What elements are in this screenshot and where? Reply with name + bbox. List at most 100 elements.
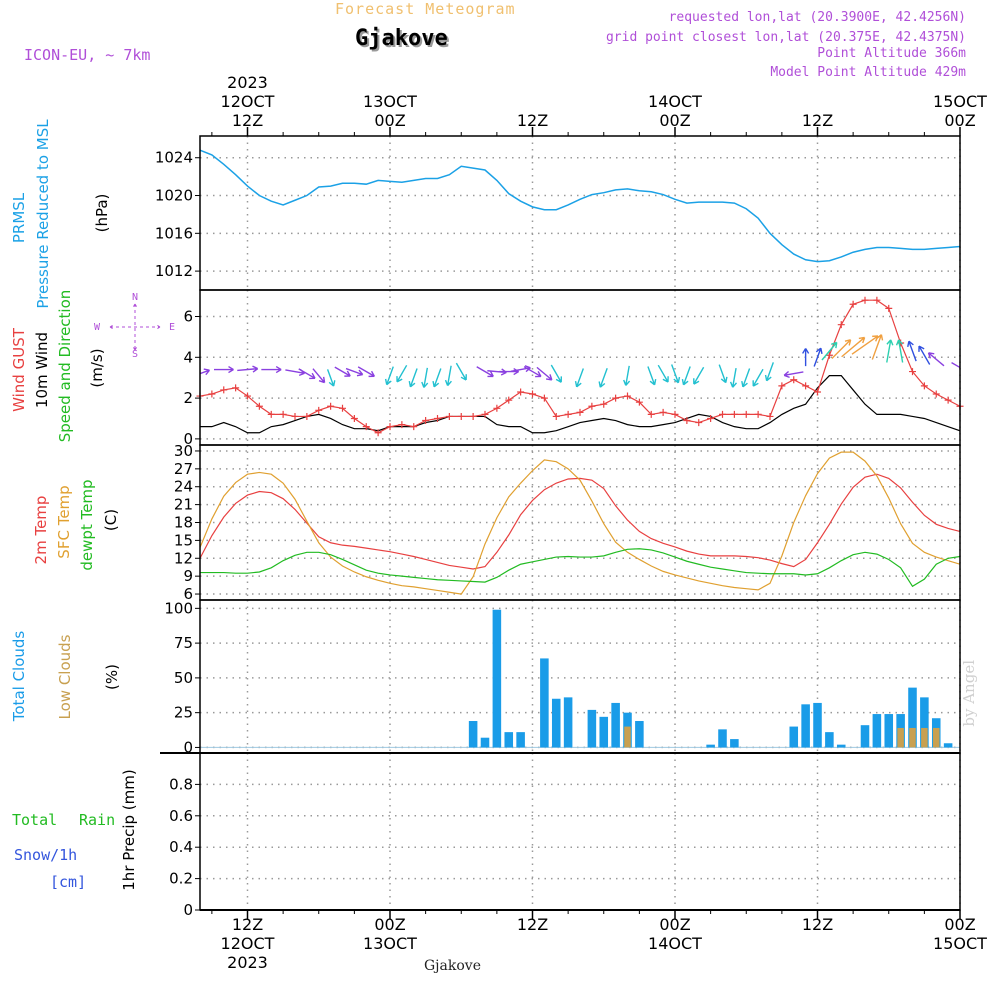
wind-gust-marker [837,321,845,329]
wind-10m-label: 10m Wind [33,332,51,408]
compass-west: W [94,322,101,333]
wind-gust-marker [434,414,441,422]
clouds-ytick-label: 100 [164,599,193,617]
pressure-frame [199,135,961,291]
temperature-ytick-label: 24 [174,478,193,496]
wind-gust-marker [303,412,311,420]
wind-barb [671,364,681,384]
precipitation-ytick-label: 0.6 [169,807,193,825]
low-cloud-bar [897,727,904,748]
wind-barb [951,362,960,369]
wind-barb [623,365,631,386]
wind-gust-marker [825,351,833,359]
wind-frame [199,289,961,446]
title-label: Forecast Meteogram [335,0,516,18]
precip-unit-label: 1hr Precip (mm) [120,769,138,890]
wind-gust-marker [920,382,928,390]
wind-barb [345,367,364,377]
wind-barb [927,352,945,367]
wind-barb [964,363,979,376]
wind-barb [729,367,738,388]
low-cloud-bar [921,727,928,748]
temperature-ytick-label: 6 [183,585,193,603]
wind-barb [886,339,894,363]
pressure-ytick-label: 1012 [155,262,193,280]
precipitation-ytick-label: 0.2 [169,870,193,888]
total-cloud-bar [492,609,502,748]
time-bottom-label: 12Z [517,915,548,934]
wind-barb [444,365,452,387]
wind-barb [647,366,657,386]
wind-barb [598,367,608,388]
time-bottom-label: 12OCT [221,934,275,953]
time-bottom-label: 12Z [232,915,263,934]
time-bottom-label: 00Z [944,915,975,934]
wind-barb [841,336,866,358]
total-cloud-bar [943,743,953,748]
wind-gust-marker [802,382,810,390]
clouds-bars-group [468,609,1000,748]
wind-gust-marker [695,419,703,427]
model-altitude: Model Point Altitude 429m [770,65,966,80]
clouds-ytick-label: 0 [183,738,193,756]
time-top-label: 12OCT [221,92,275,111]
wind-gust-marker [944,396,952,404]
requested-coords: requested lon,lat (20.3900E, 42.4256N) [668,10,966,25]
temperature-frame [199,444,961,601]
wind-barb [298,368,316,380]
time-bottom-label: 2023 [227,953,268,972]
pressure-label-1: PRMSL [10,192,28,243]
time-top-label: 14OCT [648,92,702,111]
compass-south: S [132,349,138,360]
wind-gust-marker [932,390,940,398]
model-label: ICON-EU, ~ 7km [24,46,151,64]
clouds-unit-label: (%) [103,664,121,690]
wind-gust-marker [529,390,536,398]
wind-gust-marker [600,400,608,408]
temperature-ytick-label: 12 [174,549,193,567]
point-altitude: Point Altitude 366m [817,46,966,61]
total-cloud-bar [468,721,478,748]
total-cloud-bar [991,711,1000,747]
wind-gust-marker [707,414,715,422]
total-cloud-bar [516,732,525,748]
precipitation-ytick-label: 0 [183,901,193,919]
wind-barb [918,345,931,365]
wind-barb [455,362,467,381]
total-cloud-bar [730,739,739,748]
clouds-ytick-label: 25 [174,704,193,722]
temp-sfc-label: SFC Temp [55,485,73,558]
pressure-ytick-label: 1020 [155,187,193,205]
wind-barb [476,366,494,378]
wind-barb [261,365,282,374]
temperature-ytick-label: 18 [174,514,193,532]
wind-gust-marker [540,394,548,402]
wind-speed-dir-label: Speed and Direction [56,290,74,443]
wind-barb [871,334,884,360]
compass-north: N [132,292,138,303]
wind-speed-line [200,375,960,434]
wind-barb [384,366,394,386]
wind-gust-marker [909,368,916,376]
wind-barb [977,364,990,379]
total-cloud-bar [884,714,894,748]
wind-gust-marker [457,412,465,420]
temp-2m-line [200,473,960,570]
wind-gust-marker [790,376,798,384]
wind-gust-marker [362,423,370,431]
wind-barb [214,365,234,374]
wind-barb [681,366,691,386]
pressure-label-2: Pressure Reduced to MSL [34,119,52,309]
wind-gust-marker [339,404,346,412]
precipitation-ytick-label: 0.4 [169,838,193,856]
wind-barb [432,368,442,388]
wind-barb [821,341,838,361]
total-cloud-bar [825,732,834,748]
wind-barb [334,366,351,377]
wind-gust-marker [232,384,240,392]
wind-gust-marker [445,412,453,420]
wind-barb [831,339,852,360]
wind-gust-marker [350,414,358,422]
temperature-ytick-label: 30 [174,442,193,460]
wind-gust-marker [778,382,786,390]
